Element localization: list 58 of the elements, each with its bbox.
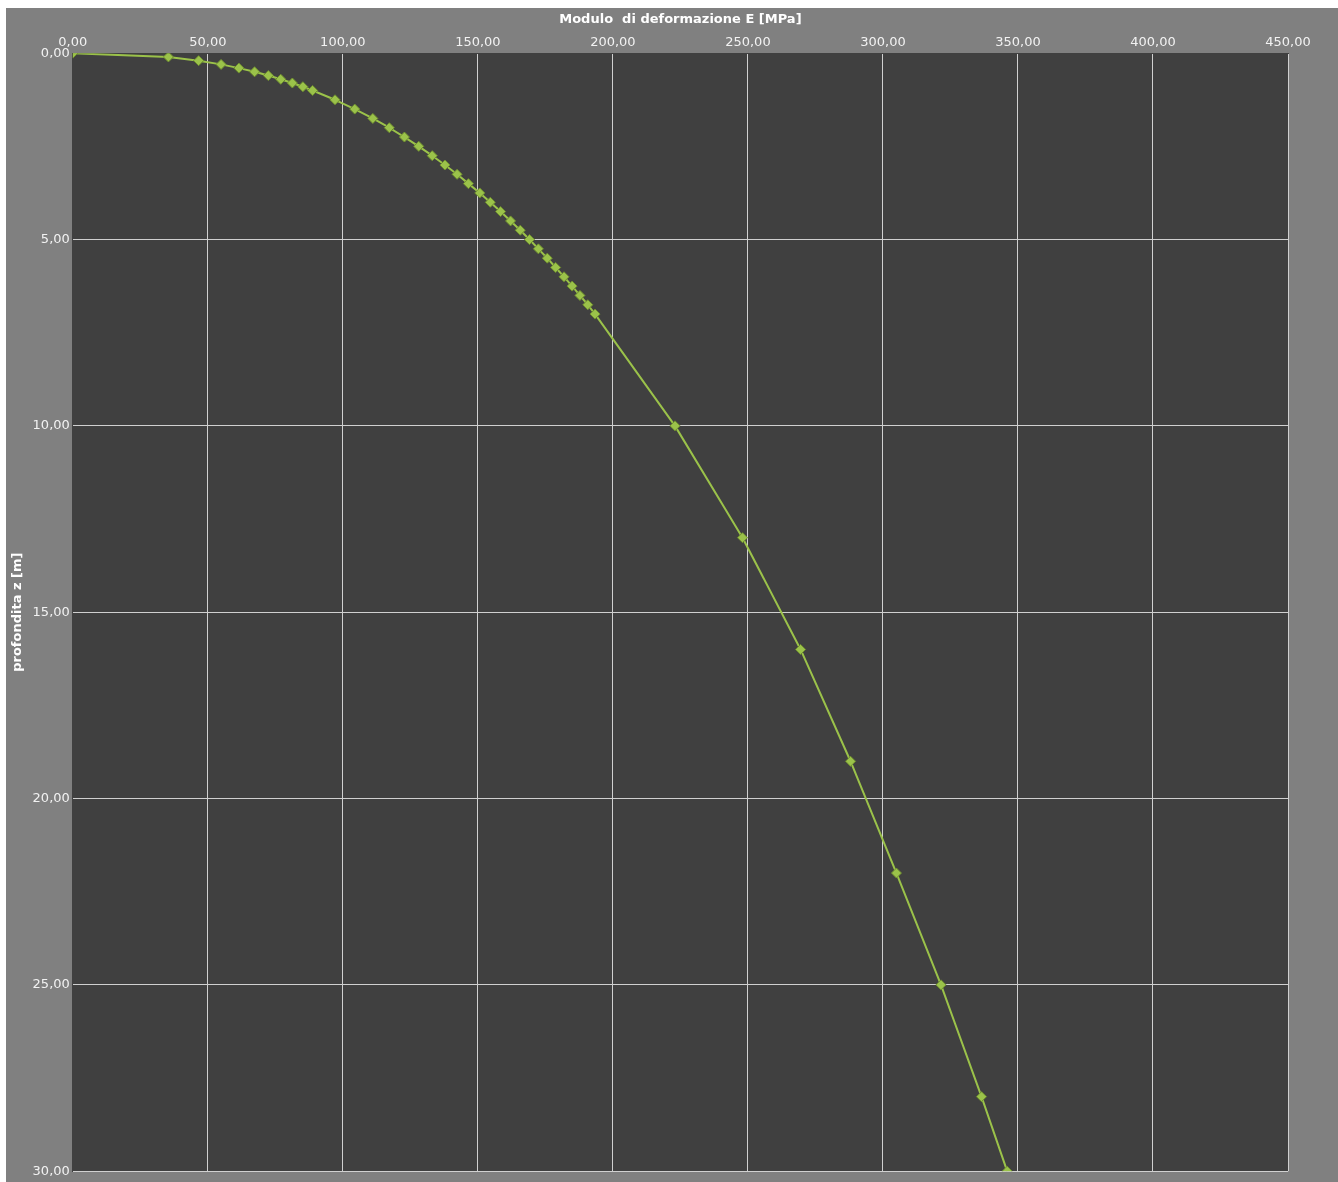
point: [669, 420, 681, 432]
point: [297, 81, 309, 93]
x-tick-label: 50,00: [189, 33, 227, 49]
y-tick-label: 5,00: [40, 230, 70, 246]
point: [426, 150, 438, 162]
point: [845, 755, 857, 767]
point: [495, 206, 507, 218]
point: [505, 215, 517, 227]
point: [349, 103, 361, 115]
y-tick-label: 15,00: [32, 603, 70, 619]
point: [935, 979, 947, 991]
point: [383, 122, 395, 134]
point: [890, 867, 902, 879]
point: [523, 234, 535, 246]
point: [558, 271, 570, 283]
point: [582, 299, 594, 311]
point: [976, 1091, 987, 1103]
point: [532, 243, 544, 255]
x-axis-title: Modulo di deformazione E [MPa]: [559, 11, 802, 27]
point: [329, 94, 341, 106]
point: [307, 84, 319, 96]
x-tick-label: 350,00: [995, 33, 1041, 49]
point: [550, 261, 562, 273]
x-tick-label: 450,00: [1265, 33, 1311, 49]
y-axis-title: profondita z [m]: [9, 552, 25, 672]
point: [462, 178, 474, 190]
point: [193, 55, 205, 67]
x-tick-label: 100,00: [320, 33, 366, 49]
point: [795, 643, 807, 655]
point: [398, 131, 410, 143]
point: [541, 252, 553, 264]
x-tick-label: 250,00: [725, 33, 771, 49]
point: [233, 62, 245, 74]
point: [367, 112, 379, 124]
x-tick-label: 150,00: [455, 33, 501, 49]
point: [162, 53, 174, 63]
point: [286, 77, 298, 89]
point: [484, 196, 496, 208]
point: [574, 289, 586, 301]
point: [413, 140, 425, 152]
y-tick-label: 20,00: [32, 789, 70, 805]
point: [249, 66, 261, 78]
point: [474, 187, 486, 199]
x-tick-label: 200,00: [590, 33, 636, 49]
point: [566, 280, 578, 292]
point: [439, 159, 451, 171]
point: [737, 532, 749, 544]
point: [275, 73, 287, 85]
y-tick-label: 30,00: [32, 1162, 70, 1178]
x-tick-label: 300,00: [860, 33, 906, 49]
x-tick-label: 400,00: [1130, 33, 1176, 49]
y-tick-label: 25,00: [32, 976, 70, 992]
point: [262, 70, 274, 82]
point: [215, 58, 227, 70]
point: [514, 224, 526, 236]
point: [451, 168, 463, 180]
y-tick-label: 10,00: [32, 417, 70, 433]
point: [589, 308, 601, 320]
